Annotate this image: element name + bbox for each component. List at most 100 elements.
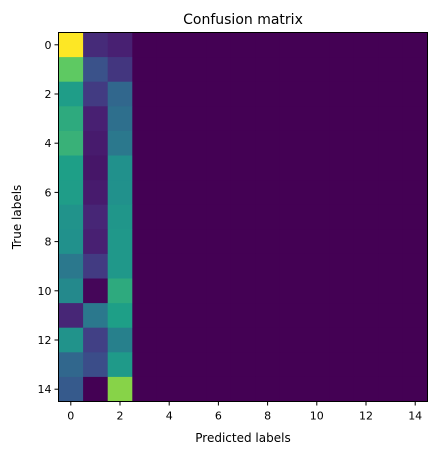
heatmap-cell-r8-c6 (206, 229, 232, 255)
heatmap-cell-r5-c4 (156, 155, 182, 181)
heatmap-cell-r13-c3 (132, 352, 158, 378)
heatmap-cell-r4-c10 (304, 130, 330, 156)
heatmap-cell-r9-c6 (206, 253, 232, 279)
heatmap-cell-r14-c8 (255, 376, 281, 402)
heatmap-cell-r13-c2 (107, 352, 133, 378)
heatmap-cell-r1-c11 (329, 57, 355, 83)
heatmap-cell-r0-c9 (279, 32, 305, 58)
heatmap-cell-r1-c1 (83, 57, 109, 83)
y-tick-label-0: 0 (45, 39, 52, 52)
heatmap-cell-r4-c7 (230, 130, 256, 156)
heatmap-cell-r1-c9 (279, 57, 305, 83)
heatmap-cell-r8-c5 (181, 229, 207, 255)
heatmap-cell-r5-c1 (83, 155, 109, 181)
heatmap-cell-r9-c12 (353, 253, 379, 279)
heatmap-cell-r3-c13 (378, 106, 404, 132)
heatmap-cell-r11-c4 (156, 303, 182, 329)
heatmap-cell-r9-c0 (58, 253, 84, 279)
x-axis-label: Predicted labels (195, 431, 290, 445)
heatmap-cell-r0-c8 (255, 32, 281, 58)
x-tick-label-12: 12 (359, 410, 373, 423)
heatmap-cell-r2-c10 (304, 81, 330, 107)
heatmap-cell-r9-c4 (156, 253, 182, 279)
heatmap-cell-r1-c0 (58, 57, 84, 83)
heatmap-cell-r8-c13 (378, 229, 404, 255)
heatmap-cell-r0-c10 (304, 32, 330, 58)
heatmap-cell-r7-c12 (353, 204, 379, 230)
y-tick-label-4: 4 (45, 137, 52, 150)
heatmap-cell-r0-c1 (83, 32, 109, 58)
heatmap-cell-r12-c10 (304, 327, 330, 353)
heatmap-cell-r1-c12 (353, 57, 379, 83)
y-tick-label-2: 2 (45, 88, 52, 101)
heatmap-cell-r2-c13 (378, 81, 404, 107)
heatmap-cell-r8-c11 (329, 229, 355, 255)
heatmap-cell-r11-c6 (206, 303, 232, 329)
heatmap-cell-r0-c7 (230, 32, 256, 58)
heatmap-cell-r11-c8 (255, 303, 281, 329)
heatmap-cell-r2-c1 (83, 81, 109, 107)
heatmap-cell-r1-c10 (304, 57, 330, 83)
heatmap-cell-r8-c8 (255, 229, 281, 255)
heatmap-cell-r9-c10 (304, 253, 330, 279)
heatmap-cell-r7-c10 (304, 204, 330, 230)
heatmap-cell-r13-c11 (329, 352, 355, 378)
heatmap-cell-r6-c13 (378, 180, 404, 206)
heatmap-cell-r10-c10 (304, 278, 330, 304)
heatmap-cell-r3-c6 (206, 106, 232, 132)
plot-frame (58, 32, 428, 402)
heatmap-cell-r11-c9 (279, 303, 305, 329)
x-tick-label-14: 14 (408, 410, 422, 423)
heatmap-cell-r14-c6 (206, 376, 232, 402)
heatmap-cell-r14-c0 (58, 376, 84, 402)
heatmap-cell-r13-c13 (378, 352, 404, 378)
heatmap-cell-r0-c13 (378, 32, 404, 58)
heatmap-cell-r0-c2 (107, 32, 133, 58)
heatmap-cell-r10-c6 (206, 278, 232, 304)
heatmap-cells (58, 32, 428, 402)
heatmap-cell-r2-c5 (181, 81, 207, 107)
heatmap-cell-r3-c9 (279, 106, 305, 132)
heatmap-cell-r6-c2 (107, 180, 133, 206)
heatmap-cell-r9-c8 (255, 253, 281, 279)
x-tick-label-8: 8 (264, 410, 271, 423)
heatmap-cell-r9-c3 (132, 253, 158, 279)
heatmap-cell-r3-c12 (353, 106, 379, 132)
heatmap-cell-r13-c8 (255, 352, 281, 378)
heatmap-cell-r2-c0 (58, 81, 84, 107)
heatmap-cell-r12-c4 (156, 327, 182, 353)
heatmap-cell-r12-c9 (279, 327, 305, 353)
heatmap-cell-r4-c3 (132, 130, 158, 156)
heatmap-cell-r9-c2 (107, 253, 133, 279)
heatmap-cell-r1-c3 (132, 57, 158, 83)
heatmap-cell-r6-c10 (304, 180, 330, 206)
heatmap-cell-r10-c14 (402, 278, 428, 304)
heatmap-cell-r1-c14 (402, 57, 428, 83)
heatmap-cell-r12-c1 (83, 327, 109, 353)
heatmap-cell-r4-c0 (58, 130, 84, 156)
heatmap-cell-r6-c14 (402, 180, 428, 206)
heatmap-cell-r1-c5 (181, 57, 207, 83)
heatmap-cell-r2-c6 (206, 81, 232, 107)
heatmap-cell-r6-c11 (329, 180, 355, 206)
heatmap-cell-r2-c4 (156, 81, 182, 107)
heatmap-cell-r13-c9 (279, 352, 305, 378)
heatmap-cell-r7-c8 (255, 204, 281, 230)
heatmap-cell-r4-c9 (279, 130, 305, 156)
heatmap-cell-r12-c7 (230, 327, 256, 353)
heatmap-cell-r0-c3 (132, 32, 158, 58)
heatmap-cell-r6-c9 (279, 180, 305, 206)
heatmap-cell-r6-c3 (132, 180, 158, 206)
heatmap-cell-r11-c5 (181, 303, 207, 329)
heatmap-cell-r5-c14 (402, 155, 428, 181)
heatmap-cell-r14-c11 (329, 376, 355, 402)
heatmap-cell-r5-c5 (181, 155, 207, 181)
heatmap-cell-r11-c3 (132, 303, 158, 329)
heatmap-cell-r14-c9 (279, 376, 305, 402)
heatmap-cell-r2-c7 (230, 81, 256, 107)
heatmap-cell-r6-c5 (181, 180, 207, 206)
heatmap-cell-r7-c6 (206, 204, 232, 230)
heatmap-cell-r0-c4 (156, 32, 182, 58)
heatmap-cell-r12-c12 (353, 327, 379, 353)
heatmap-cell-r10-c2 (107, 278, 133, 304)
